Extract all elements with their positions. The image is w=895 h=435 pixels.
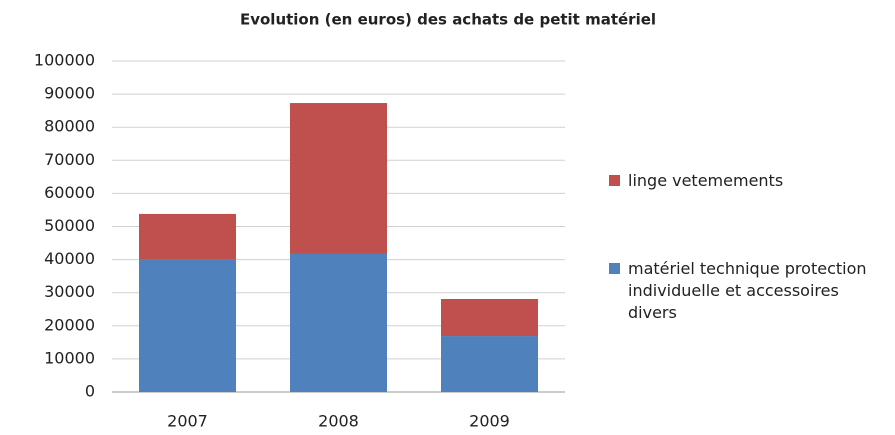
bar-segment (139, 259, 236, 392)
y-tick-label: 70000 (44, 150, 95, 169)
y-tick-label: 30000 (44, 282, 95, 301)
legend-label: linge vetemements (628, 171, 784, 190)
bar-segment (441, 298, 538, 337)
bar-segment (290, 103, 387, 254)
legend-swatch (609, 263, 620, 274)
legend-swatch (609, 175, 620, 186)
y-tick-label: 0 (85, 382, 95, 401)
bar-segment (139, 213, 236, 260)
y-tick-label: 90000 (44, 84, 95, 103)
x-tick-label: 2008 (318, 412, 359, 431)
y-tick-label: 20000 (44, 315, 95, 334)
bar-segment (290, 253, 387, 392)
bar-segment (441, 336, 538, 392)
legend-item: matériel technique protection individuel… (609, 258, 878, 324)
chart-title: Evolution (en euros) des achats de petit… (240, 11, 656, 29)
legend-label: matériel technique protection individuel… (628, 259, 867, 322)
y-tick-label: 10000 (44, 348, 95, 367)
x-tick-label: 2007 (167, 412, 208, 431)
x-tick-label: 2009 (469, 412, 510, 431)
y-tick-label: 50000 (44, 216, 95, 235)
y-tick-label: 80000 (44, 117, 95, 136)
y-tick-label: 40000 (44, 249, 95, 268)
y-tick-label: 60000 (44, 183, 95, 202)
y-tick-label: 100000 (34, 51, 95, 70)
legend-item: linge vetemements (609, 170, 878, 192)
